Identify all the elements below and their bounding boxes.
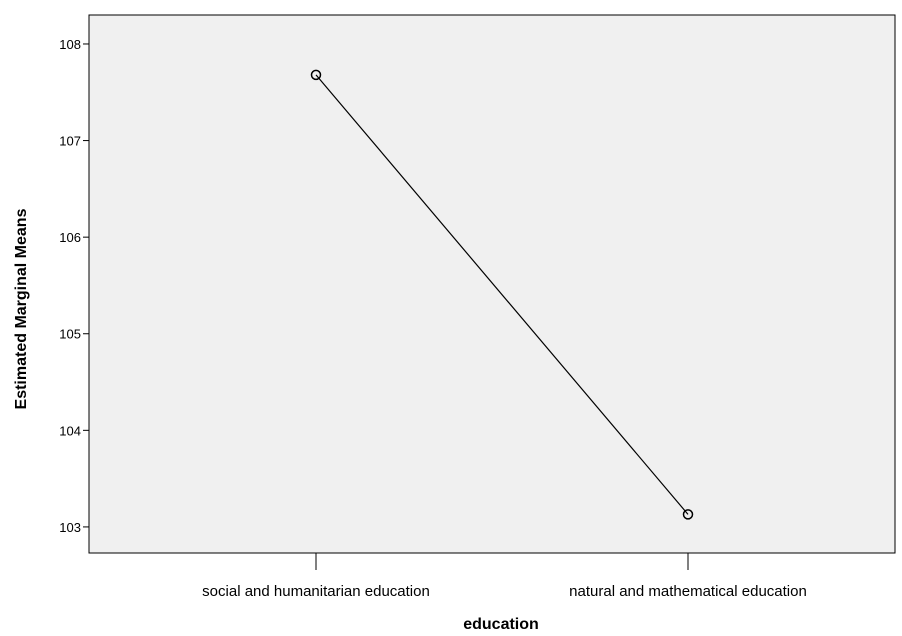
y-tick-label: 108 <box>59 37 81 52</box>
y-tick-label: 106 <box>59 230 81 245</box>
series-line <box>315 74 689 515</box>
plot-area <box>88 14 896 554</box>
x-axis-ticks: social and humanitarian education natural… <box>202 553 807 600</box>
series-group <box>310 69 694 520</box>
x-tick-label: natural and mathematical education <box>569 583 807 600</box>
x-axis-title: education <box>463 616 539 633</box>
data-point-marker <box>310 69 322 81</box>
y-tick-label: 105 <box>59 327 81 342</box>
data-point-marker <box>682 509 694 520</box>
x-tick-label: social and humanitarian education <box>202 583 430 600</box>
y-tick-label: 107 <box>59 134 81 149</box>
y-tick-label: 103 <box>59 520 81 535</box>
y-tick-label: 104 <box>59 423 81 438</box>
y-axis-title: Estimated Marginal Means <box>13 208 30 409</box>
y-axis-ticks: 103 104 105 106 107 108 <box>59 37 89 535</box>
